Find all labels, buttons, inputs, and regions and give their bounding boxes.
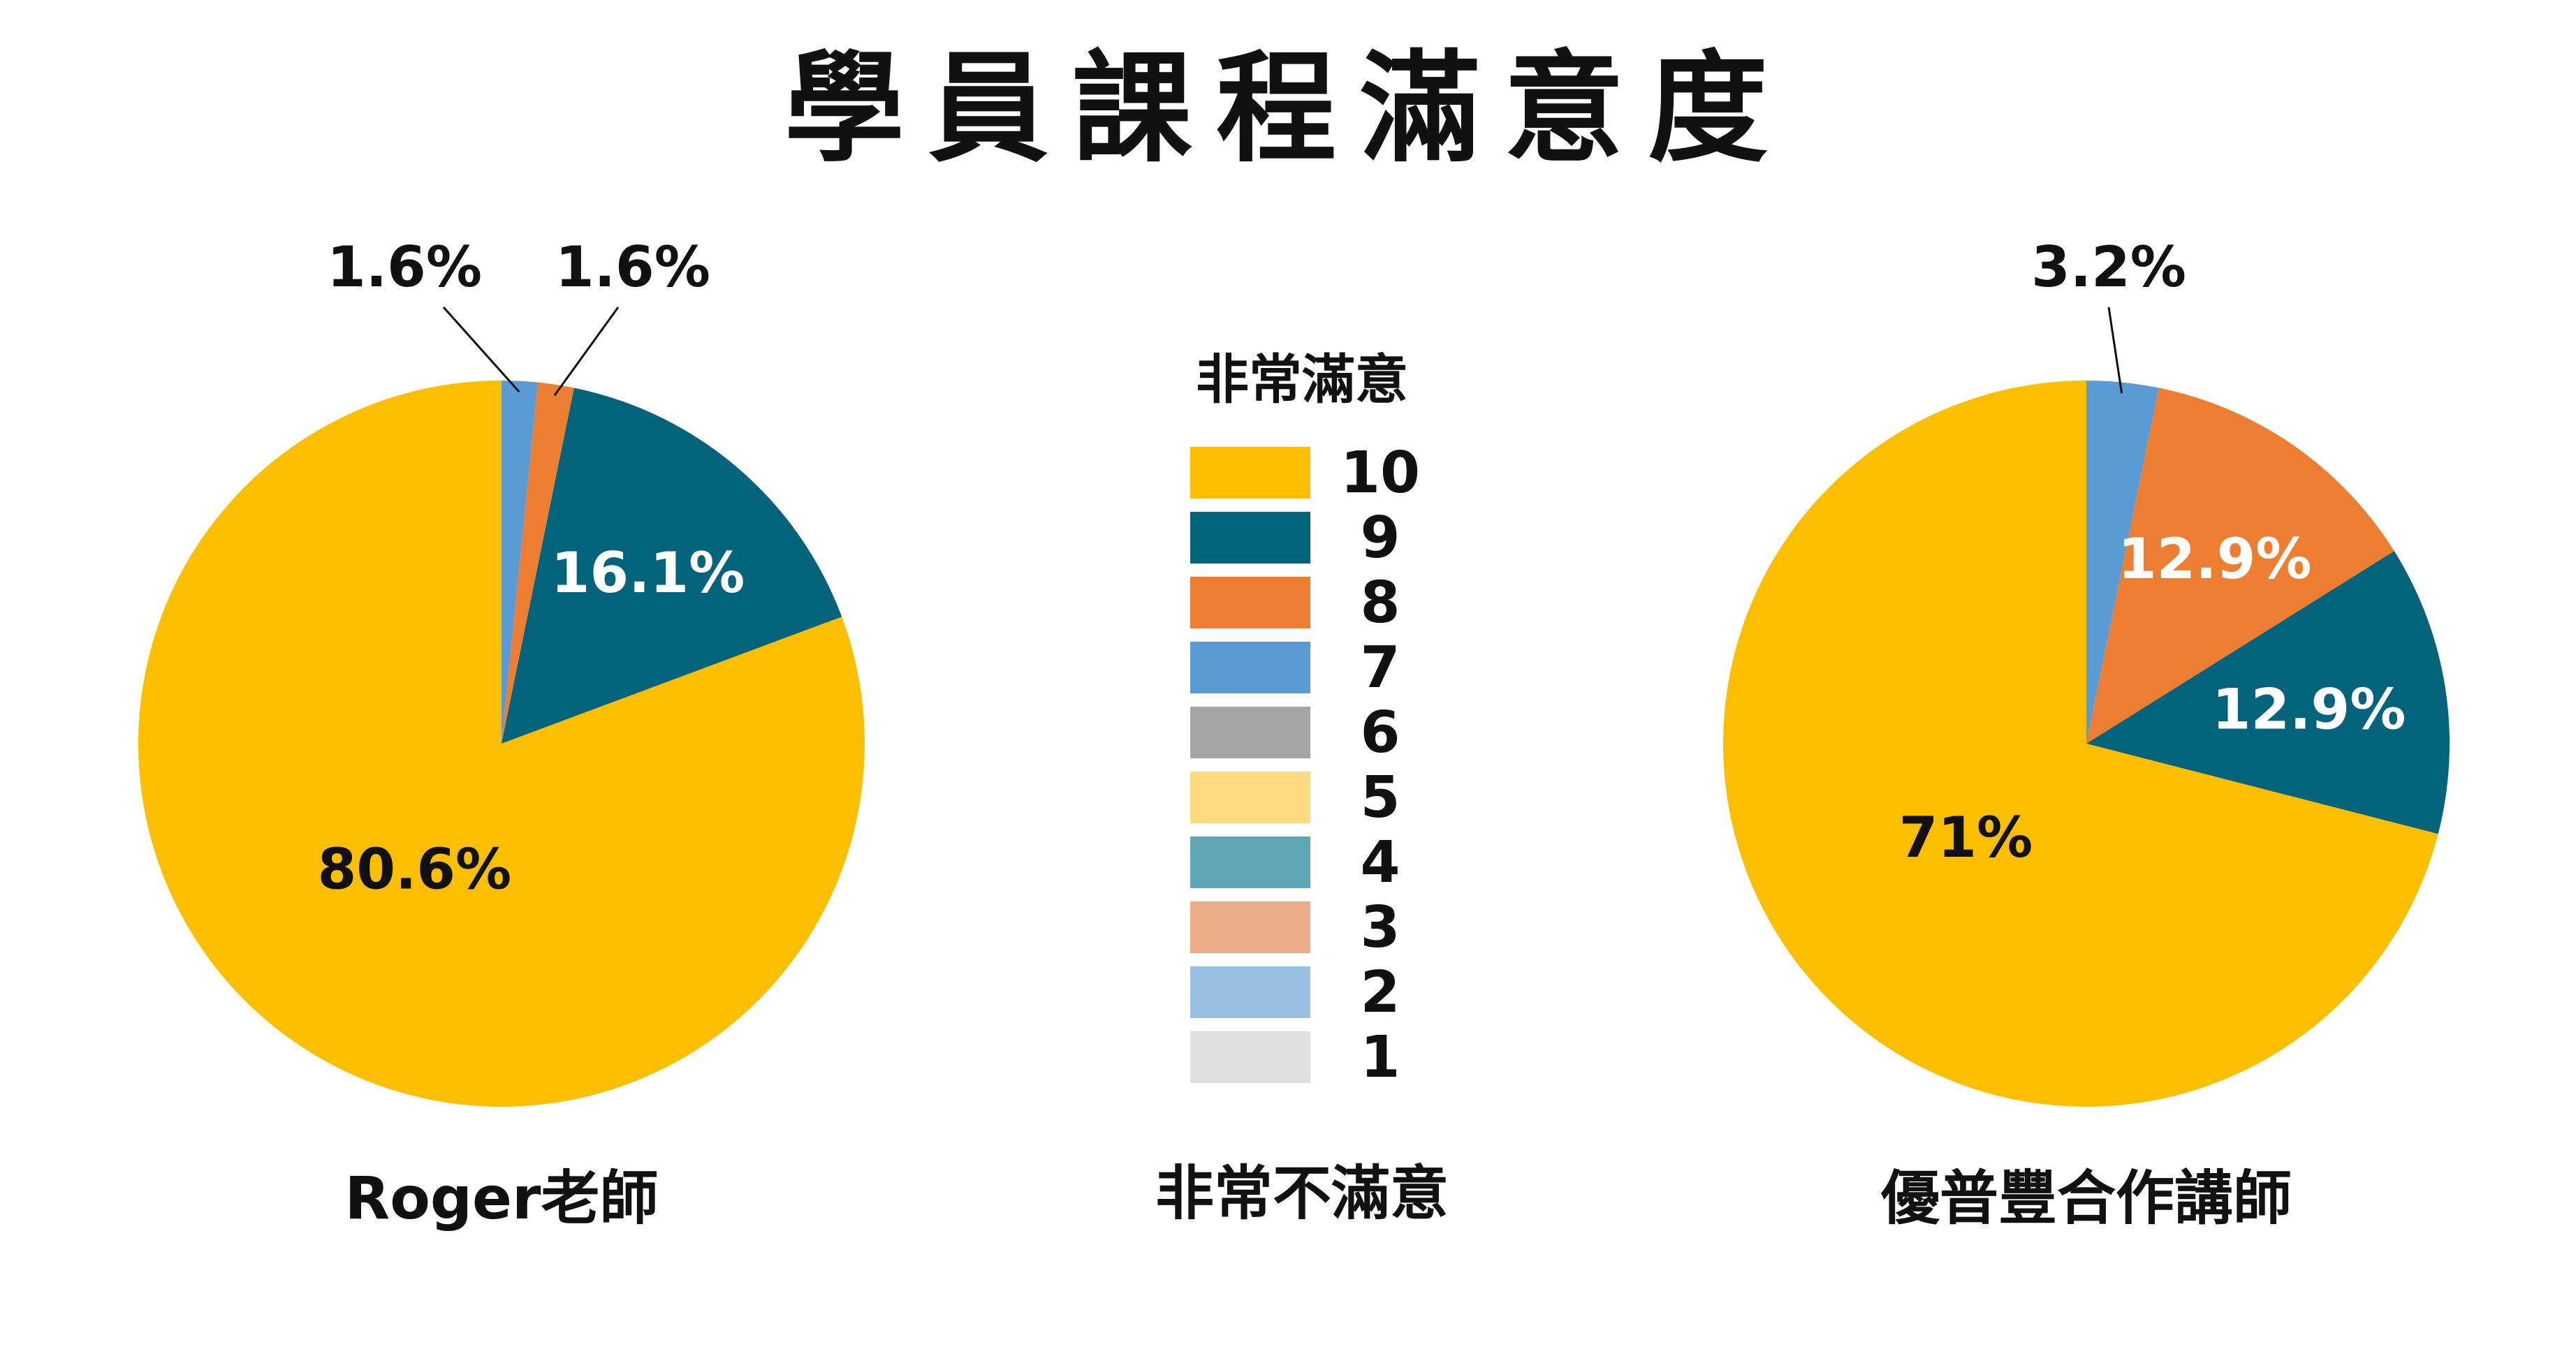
legend-bottom-label: 非常不滿意 — [1155, 1159, 1449, 1228]
pie-chart-partner: 3.2% 12.9% 12.9% 71% 優普豐合作講師 — [1722, 235, 2450, 1232]
legend-label-6: 6 — [1360, 700, 1400, 766]
legend-swatch-2 — [1190, 966, 1310, 1018]
pie-partner-slice-7 — [2086, 381, 2159, 744]
pie-partner-slice-10 — [1722, 381, 2438, 1107]
pie-partner-data-label-9: 12.9% — [2212, 677, 2406, 742]
chart-title: 學員課程滿意度 — [784, 38, 1792, 179]
pie-roger-data-label-7: 1.6% — [327, 235, 482, 300]
pie-partner-data-label-10: 71% — [1899, 805, 2033, 870]
legend-swatch-3 — [1190, 901, 1310, 953]
legend-swatch-1 — [1190, 1031, 1310, 1083]
pie-partner-slice-9 — [2086, 551, 2450, 834]
pie-partner-title: 優普豐合作講師 — [1880, 1164, 2292, 1232]
legend-swatch-6 — [1190, 707, 1310, 758]
legend-top-label: 非常滿意 — [1196, 348, 1408, 411]
legend-label-2: 2 — [1360, 959, 1400, 1026]
legend-label-9: 9 — [1360, 505, 1400, 571]
legend-label-8: 8 — [1360, 570, 1400, 636]
pie-partner-data-label-8: 12.9% — [2118, 526, 2312, 591]
pie-roger-data-label-9: 16.1% — [551, 540, 745, 605]
pie-roger-slice-8 — [502, 382, 574, 744]
pie-roger-data-label-8: 1.6% — [555, 235, 710, 300]
pie-partner-leader-line — [2107, 307, 2123, 394]
pie-roger-leader-line — [442, 307, 520, 393]
pie-roger-slice-9 — [502, 388, 842, 744]
legend-swatch-4 — [1190, 837, 1310, 888]
legend-label-4: 4 — [1360, 830, 1400, 896]
legend-label-10: 10 — [1340, 440, 1420, 506]
legend-swatch-10 — [1190, 447, 1310, 499]
pie-roger-title: Roger老師 — [345, 1164, 659, 1232]
legend-swatch-7 — [1190, 642, 1310, 693]
legend-label-3: 3 — [1360, 894, 1400, 961]
pie-roger-slice-10 — [138, 381, 865, 1107]
pie-roger-slice-7 — [502, 381, 539, 744]
pie-roger-data-label-10: 80.6% — [318, 837, 512, 901]
pie-roger-leader-line — [553, 307, 620, 397]
legend-swatch-9 — [1190, 512, 1310, 563]
legend-label-5: 5 — [1360, 765, 1400, 831]
pie-chart-roger: 1.6% 1.6% 16.1% 80.6% Roger老師 — [138, 235, 865, 1232]
legend-label-7: 7 — [1360, 635, 1400, 701]
pie-partner-slice-8 — [2086, 388, 2394, 744]
legend-label-1: 1 — [1360, 1024, 1400, 1091]
legend-swatch-5 — [1190, 772, 1310, 823]
pie-partner-data-label-7: 3.2% — [2031, 235, 2186, 300]
legend-swatch-8 — [1190, 577, 1310, 628]
